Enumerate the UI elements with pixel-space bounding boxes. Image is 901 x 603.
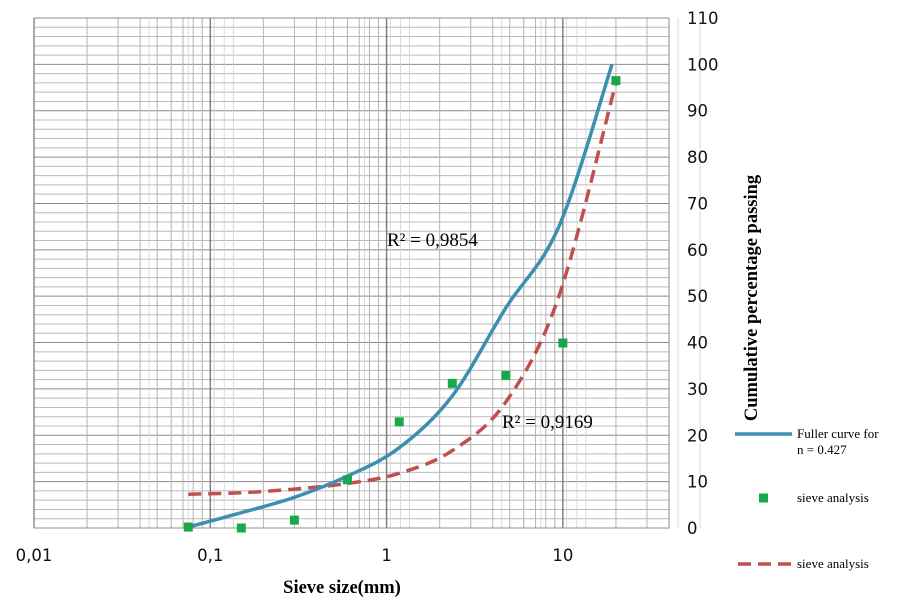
gridlines [33,17,701,529]
legend-entry: sieve analysis [738,556,869,571]
legend-label: sieve analysis [797,490,869,505]
x-tick-label: 0,01 [16,546,53,565]
x-tick-label: 1 [381,546,392,565]
sieve-analysis-point [394,417,404,427]
y-tick-label: 40 [687,334,708,353]
sieve-analysis-point [447,378,457,388]
y-tick-label: 60 [687,241,708,260]
series-layer [183,63,621,533]
plot-area-border [33,17,670,529]
y-tick-label: 110 [687,9,719,28]
legend-swatch-marker [759,493,768,503]
r-squared-sieve-annotation: R² = 0,9169 [502,412,593,433]
y-tick-label: 70 [687,194,708,213]
legend-label-line: n = 0.427 [797,442,847,457]
y-tick-label: 20 [687,426,708,445]
sieve-analysis-point [342,475,352,485]
legend: Fuller curve for n = 0.427 sieve analysis s… [735,426,879,571]
sieve-analysis-point [501,370,511,380]
y-tick-label: 10 [687,473,708,492]
y-tick-label: 0 [687,519,698,538]
legend-label-line: Fuller curve for [797,426,879,441]
legend-entry: Fuller curve for n = 0.427 [735,426,879,457]
x-tick-label: 10 [552,546,573,565]
sieve-analysis-point [289,515,299,525]
r-squared-fuller-annotation: R² = 0,9854 [387,230,478,251]
sieve-analysis-point [558,338,568,348]
y-tick-label: 90 [687,102,708,121]
x-axis-title: Sieve size(mm) [283,578,401,598]
legend-entry: sieve analysis [759,490,869,505]
y-tick-labels: 0 10 20 30 40 50 60 70 80 90 100 110 [687,9,719,538]
fuller-curve-line [187,63,614,529]
sieve-analysis-point [236,523,246,533]
legend-label: Fuller curve for n = 0.427 [797,426,879,457]
sieve-analysis-trend-line [188,82,618,496]
y-tick-label: 50 [687,287,708,306]
x-tick-label: 0,1 [197,546,223,565]
x-tick-labels: 0,01 0,1 1 10 [16,546,574,565]
y-tick-label: 80 [687,148,708,167]
sieve-analysis-point [183,522,193,532]
plot-area-frame [33,17,670,529]
y-tick-label: 30 [687,380,708,399]
y-axis-title: Cumulative percentage passing [742,174,762,421]
legend-label: sieve analysis [797,556,869,571]
y-tick-label: 100 [687,55,719,74]
sieve-analysis-point [611,76,621,86]
